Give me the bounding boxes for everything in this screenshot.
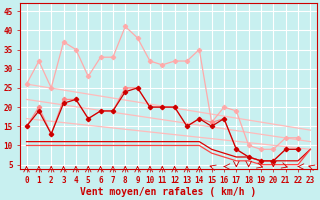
X-axis label: Vent moyen/en rafales ( km/h ): Vent moyen/en rafales ( km/h ) — [80, 187, 257, 197]
